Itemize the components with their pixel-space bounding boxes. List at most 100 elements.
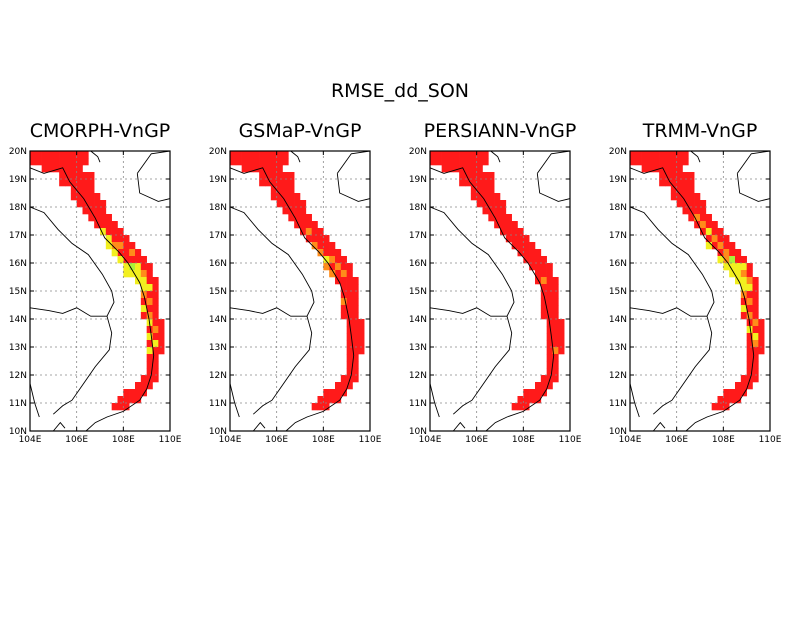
rmse-cell [630, 151, 637, 159]
rmse-cell [105, 228, 112, 236]
rmse-cell [288, 172, 295, 180]
rmse-cell [552, 347, 559, 355]
rmse-cell [158, 333, 165, 341]
lon-tick-label: 106E [465, 435, 488, 445]
rmse-cell [723, 403, 730, 411]
rmse-cell [259, 172, 266, 180]
rmse-cell [711, 221, 718, 229]
rmse-cell [558, 340, 565, 348]
rmse-cell [100, 214, 107, 222]
rmse-cell [558, 333, 565, 341]
border-line [629, 383, 640, 418]
rmse-cell [746, 298, 753, 306]
rmse-cell [352, 340, 359, 348]
rmse-cell [435, 158, 442, 166]
rmse-cell [470, 151, 477, 159]
rmse-cell [700, 228, 707, 236]
rmse-cell [329, 389, 336, 397]
rmse-cell [352, 319, 359, 327]
rmse-cell [523, 403, 530, 411]
rmse-cell [41, 165, 48, 173]
rmse-cell [676, 179, 683, 187]
rmse-cell [276, 165, 283, 173]
rmse-cell [288, 186, 295, 194]
rmse-cell [546, 347, 553, 355]
rmse-cell [630, 158, 637, 166]
rmse-cell [358, 326, 365, 334]
rmse-cell [282, 179, 289, 187]
rmse-cell [265, 172, 272, 180]
rmse-cell [70, 193, 77, 201]
rmse-cell [265, 158, 272, 166]
rmse-cell [488, 214, 495, 222]
lat-tick-label: 18N [609, 203, 627, 213]
rmse-cell [329, 249, 336, 257]
rmse-cell [746, 305, 753, 313]
rmse-cell [688, 214, 695, 222]
rmse-cell [517, 228, 524, 236]
rmse-cell [146, 340, 153, 348]
lat-tick-label: 11N [409, 399, 427, 409]
rmse-cell [111, 249, 118, 257]
lat-tick-label: 17N [9, 231, 27, 241]
rmse-cell [517, 249, 524, 257]
rmse-cell [705, 221, 712, 229]
rmse-cell [546, 277, 553, 285]
border-line [29, 206, 115, 415]
rmse-cell [752, 284, 759, 292]
rmse-cell [346, 368, 353, 376]
rmse-cell [346, 354, 353, 362]
rmse-cell [82, 200, 89, 208]
rmse-cell [540, 270, 547, 278]
border-line [52, 421, 66, 432]
rmse-cell [641, 151, 648, 159]
rmse-cell [488, 207, 495, 215]
rmse-cell [694, 200, 701, 208]
rmse-cell [140, 277, 147, 285]
border-line [229, 167, 355, 432]
lat-tick-label: 14N [609, 315, 627, 325]
rmse-cell [482, 186, 489, 194]
rmse-cell [300, 221, 307, 229]
rmse-cell [76, 151, 83, 159]
rmse-cell [717, 228, 724, 236]
rmse-cells [230, 151, 365, 411]
rmse-cell [752, 291, 759, 299]
rmse-cell [288, 200, 295, 208]
rmse-cell [235, 158, 242, 166]
rmse-cell [352, 354, 359, 362]
rmse-cell [700, 200, 707, 208]
rmse-cell [340, 270, 347, 278]
rmse-cell [540, 256, 547, 264]
rmse-cell [647, 158, 654, 166]
rmse-cell [694, 214, 701, 222]
rmse-cell [88, 207, 95, 215]
rmse-cell [352, 361, 359, 369]
rmse-cell [676, 165, 683, 173]
rmse-cell [152, 326, 159, 334]
rmse-cell [146, 361, 153, 369]
rmse-cell [500, 228, 507, 236]
rmse-cell [146, 382, 153, 390]
rmse-cell [294, 193, 301, 201]
rmse-cell [729, 389, 736, 397]
lat-tick-label: 16N [9, 259, 27, 269]
lat-tick-label: 15N [409, 287, 427, 297]
rmse-cell [729, 263, 736, 271]
rmse-cell [105, 221, 112, 229]
rmse-cell [435, 151, 442, 159]
panel-title-cmorph: CMORPH-VnGP [29, 120, 171, 142]
rmse-cell [746, 291, 753, 299]
rmse-cell [140, 256, 147, 264]
rmse-cell [505, 214, 512, 222]
rmse-cell [688, 200, 695, 208]
border-line [229, 206, 315, 415]
rmse-cell [552, 319, 559, 327]
rmse-cell [230, 151, 237, 159]
rmse-cell [230, 158, 237, 166]
rmse-cell [482, 179, 489, 187]
border-line [429, 206, 515, 415]
rmse-cell [146, 298, 153, 306]
